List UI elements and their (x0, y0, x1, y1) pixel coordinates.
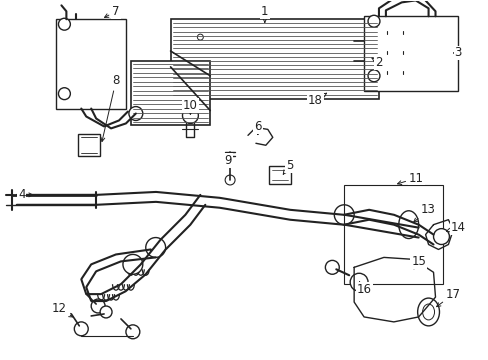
Circle shape (59, 18, 70, 30)
Circle shape (59, 88, 70, 100)
Text: 2: 2 (371, 57, 382, 69)
Text: 1: 1 (261, 5, 268, 22)
Circle shape (182, 108, 198, 123)
Text: 4: 4 (18, 188, 33, 201)
Bar (56, 19, 126, 109)
Circle shape (367, 15, 379, 27)
Circle shape (126, 325, 140, 339)
Text: 9: 9 (224, 154, 231, 167)
Circle shape (100, 306, 112, 318)
Circle shape (325, 260, 339, 274)
Ellipse shape (398, 211, 418, 239)
Circle shape (370, 56, 376, 62)
Circle shape (197, 34, 203, 40)
Text: 15: 15 (410, 255, 425, 269)
Circle shape (145, 238, 165, 257)
Bar (364, 16, 457, 91)
Ellipse shape (417, 298, 439, 326)
Text: 13: 13 (413, 203, 435, 222)
FancyBboxPatch shape (268, 166, 290, 184)
Text: 14: 14 (446, 221, 465, 234)
Text: 5: 5 (283, 159, 293, 174)
Ellipse shape (422, 304, 434, 320)
Circle shape (74, 322, 88, 336)
Text: 11: 11 (397, 171, 423, 185)
Circle shape (91, 299, 105, 313)
Bar (131, 61, 210, 125)
Text: 7: 7 (104, 5, 120, 18)
Circle shape (129, 107, 142, 121)
Bar (170, 19, 378, 99)
Text: 16: 16 (356, 282, 371, 296)
Text: 10: 10 (183, 99, 198, 114)
Bar (344, 185, 443, 284)
Text: 12: 12 (52, 302, 73, 317)
Circle shape (349, 273, 367, 291)
Circle shape (367, 70, 379, 82)
FancyBboxPatch shape (78, 134, 100, 156)
Text: 17: 17 (436, 288, 460, 307)
Circle shape (224, 175, 235, 185)
Circle shape (334, 205, 353, 225)
Text: 3: 3 (453, 46, 461, 59)
Text: 6: 6 (254, 120, 261, 134)
Circle shape (122, 255, 142, 274)
Circle shape (433, 229, 448, 244)
Text: 18: 18 (307, 93, 326, 107)
Text: 8: 8 (101, 74, 120, 141)
